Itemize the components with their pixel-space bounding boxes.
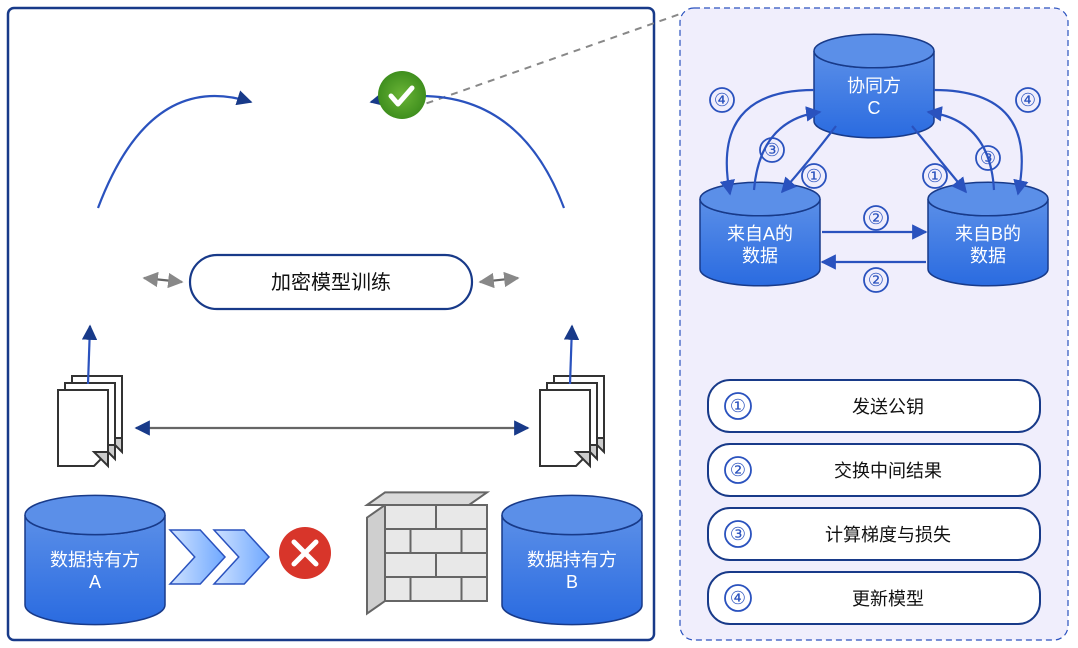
step-badge-num: ① [806,166,822,186]
cylinder-C-label2: C [868,98,881,118]
cylinder-RA-label2: 数据 [742,246,778,266]
check-icon [378,71,426,119]
cylinder-A-label2: A [89,572,101,592]
step-badge-num: ② [868,208,884,228]
cylinder-RB: 来自B的数据 [928,182,1048,286]
docs-left [58,376,122,466]
cylinder-RA-label1: 来自A的 [727,224,793,244]
nn-left [32,212,148,328]
cylinder-RB-label2: 数据 [970,246,1006,266]
step-badge-num: ③ [764,140,780,160]
legend-num: ④ [730,588,746,608]
cylinder-B-label2: B [566,572,578,592]
nn-right [514,212,630,328]
cylinder-RB-label1: 来自B的 [955,224,1021,244]
legend-num: ③ [730,524,746,544]
transfer-arrow [170,530,269,584]
legend-text: 发送公钥 [852,397,924,417]
arc-left-top [98,96,251,208]
cylinder-C: 协同方C [814,34,934,138]
legend-text: 计算梯度与损失 [825,525,951,545]
firewall-icon [367,492,487,613]
step-badge-num: ③ [980,148,996,168]
link-left-pill [144,278,182,282]
docs-right [540,376,604,466]
step-badge-num: ④ [714,90,730,110]
cylinder-C-label1: 协同方 [847,76,901,96]
nn-top [253,62,369,178]
legend-text: 更新模型 [852,589,924,609]
step-badge-num: ④ [1020,90,1036,110]
step-badge-num: ① [927,166,943,186]
cylinder-A: 数据持有方A [25,495,165,624]
cylinder-A-label1: 数据持有方 [50,550,140,570]
cylinder-B: 数据持有方B [502,495,642,624]
step-badge-num: ② [868,270,884,290]
link-right-pill [480,278,518,282]
legend-num: ② [730,460,746,480]
cylinder-RA: 来自A的数据 [700,182,820,286]
legend-text: 交换中间结果 [834,461,942,481]
encrypt-pill-label: 加密模型训练 [271,271,391,294]
cylinder-B-label1: 数据持有方 [527,550,617,570]
legend-num: ① [730,396,746,416]
